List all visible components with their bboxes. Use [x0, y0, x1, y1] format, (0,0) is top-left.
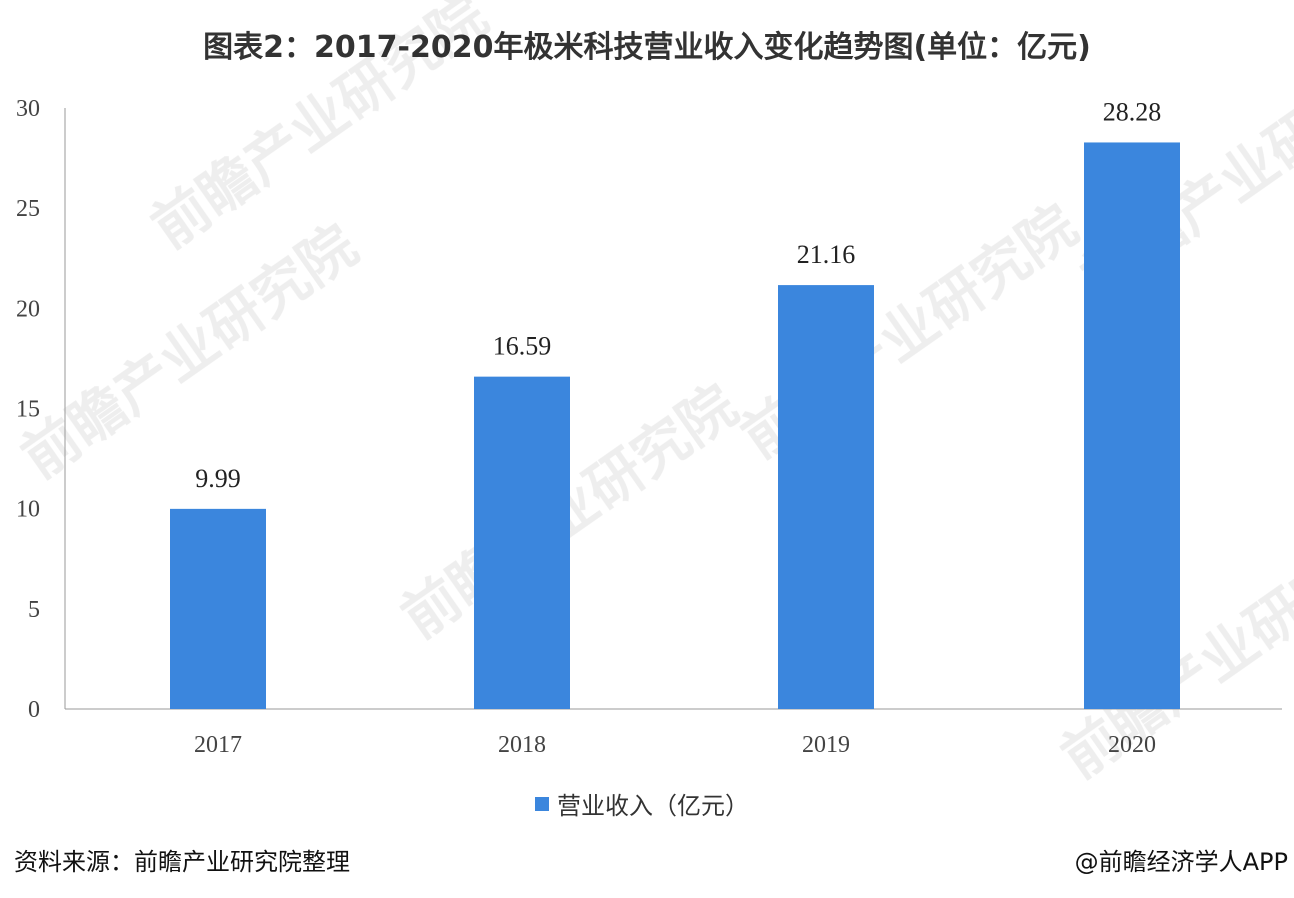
x-tick-labels: 2017 2018 2019 2020: [194, 732, 1156, 758]
chart-title: 图表2：2017-2020年极米科技营业收入变化趋势图(单位：亿元): [203, 30, 1091, 65]
data-label: 16.59: [493, 332, 552, 361]
credit-note: @前瞻经济学人APP: [1074, 848, 1288, 876]
y-tick-label: 20: [16, 296, 40, 322]
source-note: 资料来源：前瞻产业研究院整理: [14, 848, 350, 876]
bar-2018: [474, 376, 570, 709]
y-tick-label: 30: [16, 96, 40, 122]
bar-2019: [778, 285, 874, 709]
legend-swatch: [535, 796, 549, 811]
data-label: 21.16: [797, 240, 856, 269]
data-label: 9.99: [195, 464, 241, 493]
x-tick-label: 2020: [1108, 732, 1156, 758]
legend-label: 营业收入（亿元）: [557, 792, 749, 820]
bar-2017: [170, 508, 266, 709]
x-tick-label: 2017: [194, 732, 242, 758]
x-tick-label: 2019: [802, 732, 850, 758]
y-tick-label: 25: [16, 196, 40, 222]
y-tick-labels: 0 5 10 15 20 25 30: [16, 96, 40, 723]
data-labels: 9.99 16.59 21.16 28.28: [195, 97, 1161, 492]
bar-2020: [1084, 142, 1180, 709]
y-tick-label: 15: [16, 397, 40, 423]
data-label: 28.28: [1103, 97, 1162, 126]
y-tick-label: 10: [16, 497, 40, 523]
y-tick-label: 0: [28, 697, 40, 723]
y-tick-label: 5: [28, 597, 40, 623]
bars: [170, 142, 1180, 709]
legend: 营业收入（亿元）: [535, 786, 749, 821]
x-tick-label: 2018: [498, 732, 546, 758]
